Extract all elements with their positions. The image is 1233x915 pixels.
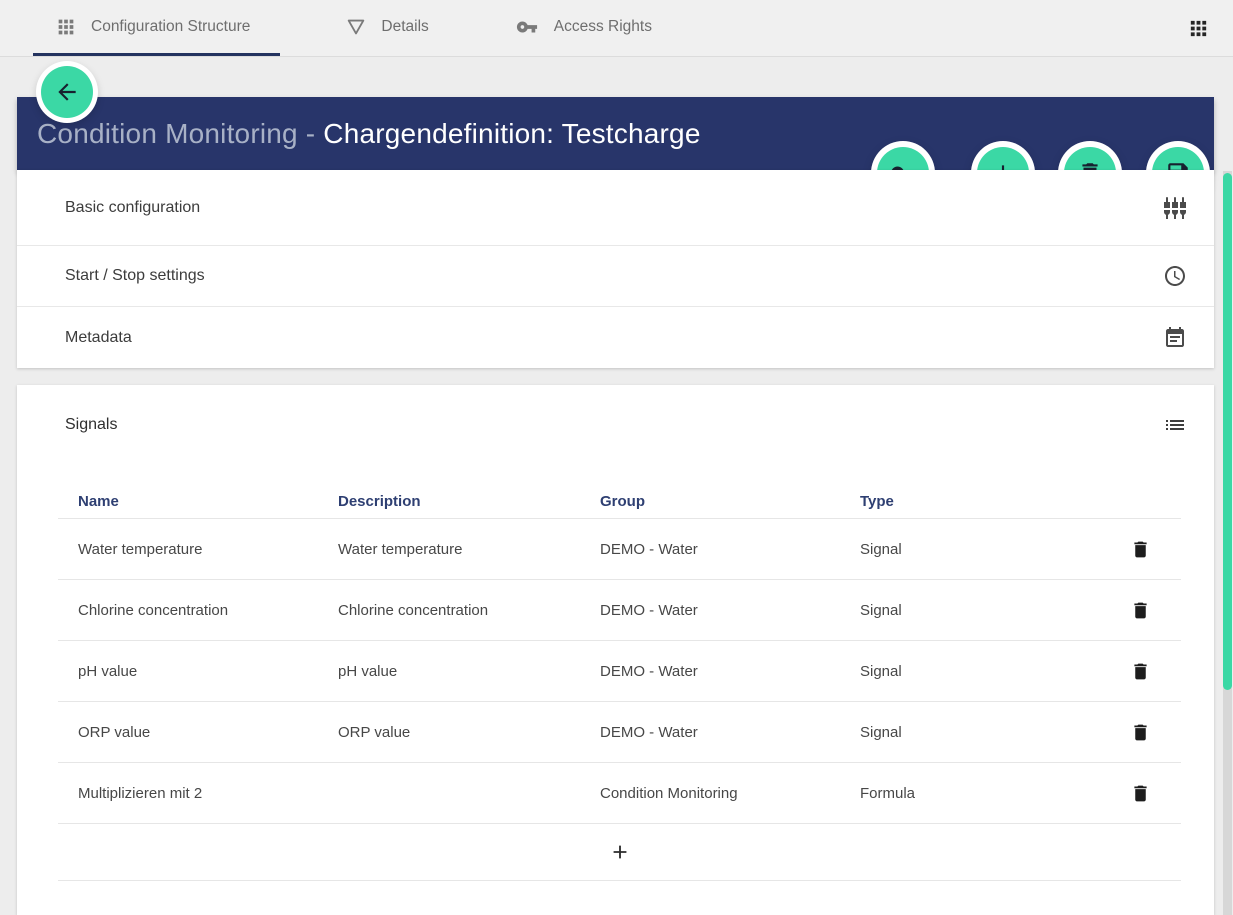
- page-title-highlight: Chargendefinition: Testcharge: [323, 117, 701, 149]
- signals-header: Signals: [17, 385, 1214, 437]
- row-actions: [1100, 657, 1181, 685]
- configuration-sections-card: Basic configuration Start / Stop setting…: [17, 170, 1214, 368]
- signals-card: Signals Name Description Group Type Wate…: [17, 385, 1214, 915]
- cell-name: ORP value: [78, 723, 151, 741]
- tab-access-rights[interactable]: Access Rights: [494, 0, 672, 56]
- table-row: Multiplizieren mit 2 Condition Monitorin…: [58, 763, 1181, 824]
- section-start-stop-settings[interactable]: Start / Stop settings: [17, 246, 1214, 307]
- column-header-type: Type: [860, 492, 894, 510]
- table-row: Water temperature Water temperature DEMO…: [58, 519, 1181, 580]
- signals-table: Name Description Group Type Water temper…: [58, 484, 1181, 881]
- cell-description: Water temperature: [338, 540, 463, 558]
- section-basic-configuration[interactable]: Basic configuration: [17, 170, 1214, 246]
- clock-icon: [1165, 266, 1185, 286]
- delete-row-button[interactable]: [1127, 535, 1155, 563]
- table-row: pH value pH value DEMO - Water Signal: [58, 641, 1181, 702]
- cell-name: pH value: [78, 662, 138, 680]
- tab-label: Details: [381, 17, 429, 35]
- trash-icon: [1134, 663, 1147, 679]
- cell-group: Condition Monitoring: [600, 784, 738, 802]
- cell-type: Formula: [860, 784, 916, 802]
- cell-group: DEMO - Water: [600, 662, 698, 680]
- cell-type: Signal: [860, 601, 902, 619]
- funnel-icon: [348, 19, 365, 34]
- delete-row-button[interactable]: [1127, 657, 1155, 685]
- signals-title: Signals: [65, 416, 118, 433]
- list-icon[interactable]: [1163, 413, 1187, 437]
- trash-icon: [1134, 541, 1147, 557]
- arrow-left-icon: [58, 83, 76, 101]
- page-title: Condition Monitoring - Chargendefinition…: [37, 118, 701, 150]
- section-label: Start / Stop settings: [65, 267, 205, 284]
- apps-menu-icon[interactable]: [1187, 17, 1210, 40]
- signals-table-body: Water temperature Water temperature DEMO…: [58, 519, 1181, 824]
- cell-type: Signal: [860, 662, 902, 680]
- table-row: ORP value ORP value DEMO - Water Signal: [58, 702, 1181, 763]
- cell-group: DEMO - Water: [600, 601, 698, 619]
- section-metadata[interactable]: Metadata: [17, 307, 1214, 368]
- delete-row-button[interactable]: [1127, 596, 1155, 624]
- cell-group: DEMO - Water: [600, 723, 698, 741]
- row-actions: [1100, 779, 1181, 807]
- tab-label: Access Rights: [553, 17, 652, 35]
- column-header-name: Name: [78, 492, 119, 510]
- row-actions: [1100, 596, 1181, 624]
- page-title-prefix: Condition Monitoring -: [37, 117, 324, 149]
- cell-name: Multiplizieren mit 2: [78, 784, 203, 802]
- section-label: Metadata: [65, 328, 132, 346]
- add-signal-button[interactable]: [58, 824, 1181, 881]
- trash-icon: [1134, 724, 1147, 740]
- cell-description: Chlorine concentration: [338, 601, 489, 619]
- table-header-row: Name Description Group Type: [58, 484, 1181, 519]
- key-icon: [516, 21, 537, 32]
- trash-icon: [1134, 785, 1147, 801]
- row-actions: [1100, 535, 1181, 563]
- cell-type: Signal: [860, 540, 902, 558]
- cell-name: Water temperature: [78, 540, 203, 558]
- cell-group: DEMO - Water: [600, 540, 698, 558]
- calendar-icon: [1166, 326, 1184, 347]
- cell-description: pH value: [338, 662, 398, 680]
- apps-grid-icon: [58, 19, 74, 34]
- column-header-group: Group: [600, 492, 645, 510]
- delete-row-button[interactable]: [1127, 779, 1155, 807]
- trash-icon: [1134, 602, 1147, 618]
- column-header-description: Description: [338, 492, 421, 510]
- delete-row-button[interactable]: [1127, 718, 1155, 746]
- tab-configuration-structure[interactable]: Configuration Structure: [33, 0, 281, 56]
- back-button[interactable]: [41, 66, 93, 118]
- cell-description: ORP value: [338, 723, 411, 741]
- top-tab-bar: Configuration Structure Details Access R…: [0, 0, 1233, 57]
- tab-details[interactable]: Details: [325, 0, 448, 56]
- page-header-banner: Condition Monitoring - Chargendefinition…: [17, 97, 1214, 170]
- plus-icon: [613, 845, 626, 859]
- row-actions: [1100, 718, 1181, 746]
- section-label: Basic configuration: [65, 198, 201, 216]
- cell-type: Signal: [860, 723, 902, 741]
- tab-label: Configuration Structure: [91, 17, 251, 35]
- sliders-icon: [1164, 196, 1186, 219]
- table-row: Chlorine concentration Chlorine concentr…: [58, 580, 1181, 641]
- cell-name: Chlorine concentration: [78, 601, 229, 619]
- scrollbar-thumb[interactable]: [1223, 173, 1232, 690]
